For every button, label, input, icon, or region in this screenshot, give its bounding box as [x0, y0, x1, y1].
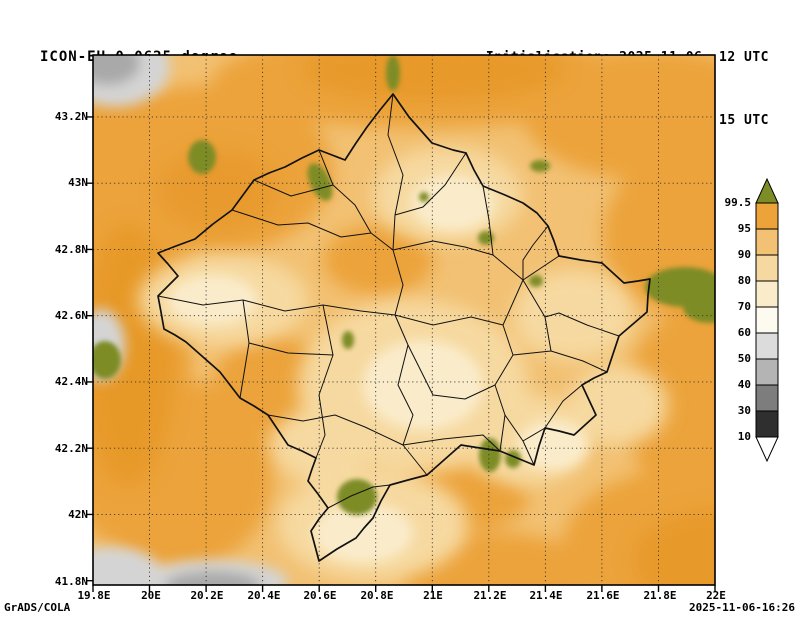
- colorbar-box: [755, 410, 779, 438]
- x-tick-label: 20.2E: [190, 589, 224, 602]
- x-tick-label: 20.4E: [247, 589, 281, 602]
- legend-level-label: 30: [737, 404, 751, 417]
- colorbar-box: [755, 332, 779, 360]
- colorbar-box: [755, 202, 779, 230]
- x-tick-label: 21.4E: [529, 589, 563, 602]
- x-tick-label: 21E: [423, 589, 443, 602]
- y-tick-label: 43.2N: [54, 110, 88, 123]
- colorbar-under-triangle: [755, 436, 779, 462]
- axis-ticks: [86, 116, 716, 592]
- colorbar-box: [755, 384, 779, 412]
- y-tick-label: 42.6N: [54, 309, 88, 322]
- plot-frame: [92, 54, 716, 586]
- colorbar-box: [755, 306, 779, 334]
- legend-level-label: 50: [737, 352, 751, 365]
- colorbar-box: [755, 228, 779, 256]
- y-tick-label: 42.8N: [54, 243, 88, 256]
- y-tick-label: 41.8N: [54, 575, 88, 588]
- colorbar-box: [755, 254, 779, 282]
- legend-level-label: 99.5: [724, 196, 752, 209]
- y-tick-label: 42.2N: [54, 442, 88, 455]
- legend-level-label: 95: [737, 222, 751, 235]
- x-tick-label: 21.8E: [643, 589, 677, 602]
- legend-level-label: 70: [737, 300, 751, 313]
- cloud-overcast-layer: [93, 55, 715, 515]
- legend-level-label: 90: [737, 248, 751, 261]
- x-tick-label: 20E: [141, 589, 161, 602]
- x-tick-label: 20.8E: [360, 589, 394, 602]
- y-tick-label: 43N: [68, 176, 88, 189]
- x-tick-label: 21.6E: [586, 589, 620, 602]
- legend-level-label: 40: [737, 378, 751, 391]
- kosovo-outline: [157, 93, 651, 562]
- x-tick-label: 20.6E: [303, 589, 337, 602]
- grads-brand: GrADS/COLA: [4, 601, 71, 614]
- district-borders: [157, 93, 620, 509]
- legend-level-label: 60: [737, 326, 751, 339]
- x-tick-label: 21.2E: [473, 589, 507, 602]
- colorbar-box: [755, 280, 779, 308]
- y-tick-label: 42N: [68, 508, 88, 521]
- x-tick-label: 19.8E: [77, 589, 111, 602]
- y-tick-label: 42.4N: [54, 375, 88, 388]
- colorbar: [755, 178, 779, 462]
- legend-level-label: 10: [737, 430, 751, 443]
- legend-level-label: 80: [737, 274, 751, 287]
- colorbar-over-triangle: [755, 178, 779, 204]
- render-timestamp: 2025-11-06-16:26: [689, 601, 795, 614]
- cloud-fill-layer: [93, 55, 715, 585]
- x-tick-label: 22E: [706, 589, 726, 602]
- map-plot: [86, 54, 716, 592]
- colorbar-box: [755, 358, 779, 386]
